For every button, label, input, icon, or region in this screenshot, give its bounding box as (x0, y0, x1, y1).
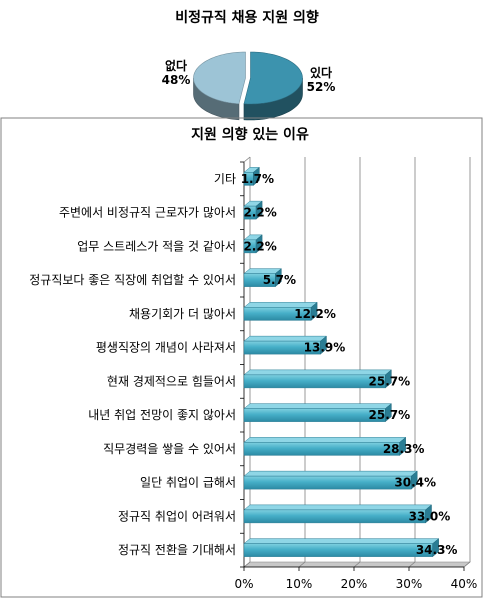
category-label: 정규직 전환을 기대해서 (118, 543, 236, 557)
bar-value-label: 2.2% (243, 206, 276, 220)
bar-value-label: 25.7% (369, 374, 411, 388)
x-tick-label: 0% (234, 577, 253, 591)
bar (243, 335, 328, 355)
bar-marks (243, 166, 440, 558)
bar (243, 369, 393, 389)
bar-value-label: 1.7% (241, 172, 274, 186)
x-tick-label: 10% (286, 577, 313, 591)
category-label: 업무 스트레스가 적을 것 같아서 (77, 239, 236, 253)
x-tick-label: 40% (451, 577, 478, 591)
bar-value-label: 13.9% (304, 341, 346, 355)
pie-body (193, 51, 303, 121)
pie-label: 있다 (310, 65, 332, 80)
bar (243, 301, 318, 321)
category-label: 정규직 취업이 어려워서 (118, 509, 236, 523)
bar-value-label: 30.4% (394, 476, 436, 490)
bar (243, 166, 261, 186)
bar-value-labels: 1.7% 2.2% 2.2% 5.7% 12.2% 13.9% 25.7% 25.7% 28.3… (241, 172, 458, 557)
pie-value-label: 52% (307, 80, 336, 94)
category-label: 정규직보다 좋은 직장에 취업할 수 있어서 (29, 273, 236, 287)
bar (243, 200, 263, 220)
category-label: 주변에서 비정규직 근로자가 많아서 (59, 206, 236, 220)
bar-grid (240, 156, 471, 571)
bar (243, 436, 407, 456)
bar-chart-frame (0, 117, 483, 598)
category-label: 평생직장의 개념이 사라져서 (96, 341, 236, 355)
pie-slice-no (193, 51, 246, 121)
bar-value-label: 2.2% (243, 239, 276, 253)
bar (243, 234, 263, 254)
bar-value-label: 25.7% (369, 408, 411, 422)
category-label: 채용기회가 더 많아서 (129, 307, 236, 321)
x-axis-tick-labels: 0% 10% 20% 30% 40% (234, 577, 477, 591)
bar (243, 504, 433, 524)
category-label: 기타 (214, 172, 236, 186)
bar (243, 403, 393, 423)
bar (243, 268, 283, 288)
x-tick-label: 20% (341, 577, 368, 591)
bar (243, 538, 440, 558)
x-tick-label: 30% (396, 577, 423, 591)
category-label: 내년 취업 전망이 좋지 않아서 (88, 408, 236, 422)
bar-value-label: 33.0% (409, 509, 451, 523)
bar (243, 470, 418, 490)
pie-value-label: 48% (162, 73, 191, 87)
category-label: 현재 경제적으로 힘들어서 (107, 374, 236, 388)
category-label: 일단 취업이 급해서 (140, 476, 236, 490)
pie-slice-yes (243, 51, 303, 121)
bar-value-label: 34.3% (416, 543, 458, 557)
bar-value-label: 5.7% (263, 273, 296, 287)
bar-value-label: 28.3% (383, 442, 425, 456)
category-label: 직무경력을 쌓을 수 있어서 (103, 442, 236, 456)
bar-value-label: 12.2% (294, 307, 336, 321)
pie-chart-title: 비정규직 채용 지원 의향 (175, 9, 319, 26)
bar-chart-title: 지원 의향 있는 이유 (191, 126, 309, 143)
pie-label: 없다 (165, 58, 187, 73)
